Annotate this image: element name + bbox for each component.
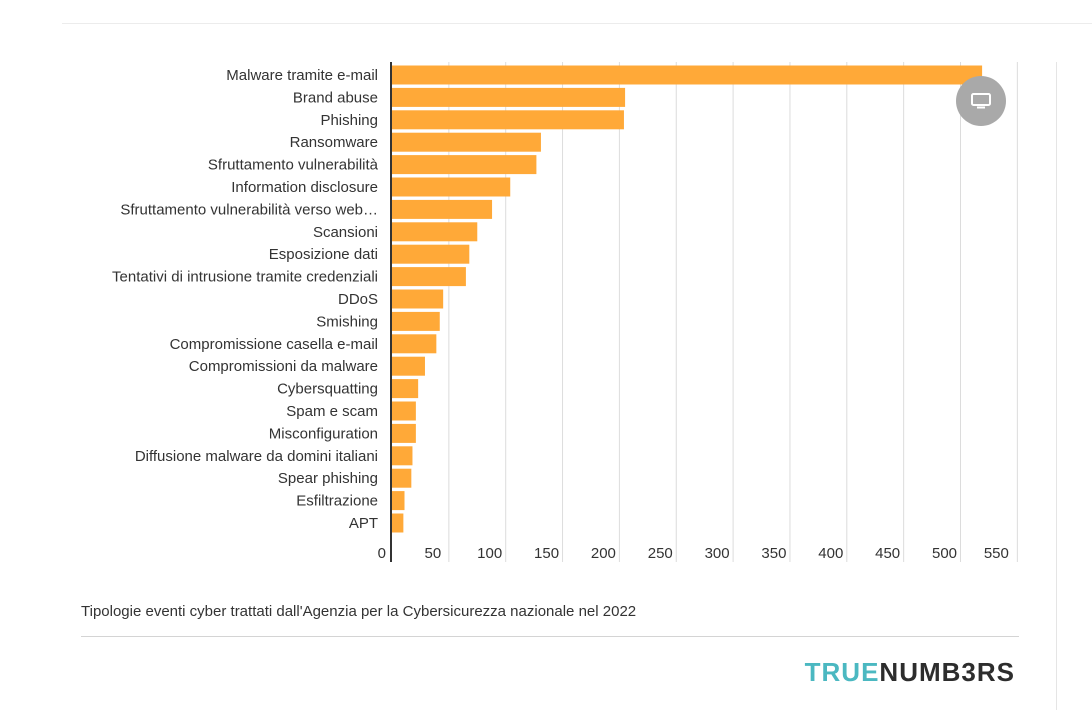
- right-divider: [1056, 62, 1057, 710]
- category-label: Information disclosure: [231, 179, 378, 196]
- category-label: Esfiltrazione: [296, 493, 378, 510]
- bar-chart: Malware tramite e-mail Brand abuse Phishin…: [112, 62, 1018, 562]
- category-label: Phishing: [320, 112, 378, 129]
- x-tick-label: 0: [378, 545, 386, 562]
- bar: [392, 513, 404, 533]
- caption-divider: [81, 636, 1019, 637]
- category-label: DDoS: [338, 291, 378, 308]
- bar: [392, 311, 440, 331]
- top-divider: [62, 23, 1092, 24]
- bar: [392, 87, 626, 107]
- bar: [392, 110, 624, 130]
- category-label: Ransomware: [290, 134, 378, 151]
- bar: [392, 468, 412, 488]
- bar: [392, 65, 983, 85]
- x-tick-label: 150: [534, 545, 559, 562]
- bar: [392, 356, 425, 376]
- category-label: Spam e scam: [286, 403, 378, 420]
- category-label: Misconfiguration: [269, 425, 378, 442]
- x-tick-label: 350: [761, 545, 786, 562]
- x-tick-label: 500: [932, 545, 957, 562]
- category-label: Scansioni: [313, 224, 378, 241]
- bar: [392, 401, 416, 421]
- x-tick-label: 200: [591, 545, 616, 562]
- category-label: Esposizione dati: [269, 246, 378, 263]
- x-tick-label: 250: [648, 545, 673, 562]
- bar: [392, 423, 416, 443]
- category-label: Spear phishing: [278, 470, 378, 487]
- bar: [392, 199, 493, 219]
- category-label: Sfruttamento vulnerabilità: [208, 157, 379, 174]
- chart-caption: Tipologie eventi cyber trattati dall'Age…: [81, 603, 637, 620]
- brand-logo-part1: TRUE: [804, 657, 880, 687]
- bar: [392, 244, 470, 264]
- monitor-icon: [971, 93, 991, 109]
- category-label: Cybersquatting: [277, 381, 378, 398]
- category-label: Sfruttamento vulnerabilità verso web…: [120, 201, 378, 218]
- category-label: Brand abuse: [293, 89, 378, 106]
- category-label: Compromissioni da malware: [189, 358, 378, 375]
- x-tick-label: 100: [477, 545, 502, 562]
- bar: [392, 334, 437, 354]
- bar: [392, 289, 444, 309]
- category-label: APT: [349, 515, 378, 532]
- category-label: Malware tramite e-mail: [226, 67, 378, 84]
- bar: [392, 155, 537, 175]
- bar: [392, 379, 419, 399]
- category-label: Smishing: [316, 313, 378, 330]
- bar: [392, 132, 541, 152]
- bar: [392, 491, 405, 511]
- category-label: Compromissione casella e-mail: [170, 336, 378, 353]
- category-label: Diffusione malware da domini italiani: [135, 448, 378, 465]
- bar: [392, 222, 478, 242]
- x-tick-label: 300: [705, 545, 730, 562]
- x-tick-label: 400: [818, 545, 843, 562]
- brand-logo-part2: NUMB3RS: [879, 657, 1015, 687]
- bar: [392, 267, 466, 287]
- bar: [392, 446, 413, 466]
- x-tick-label: 50: [425, 545, 442, 562]
- category-label: Tentativi di intrusione tramite credenzi…: [112, 269, 378, 286]
- bar: [392, 177, 511, 197]
- present-button[interactable]: [956, 76, 1006, 126]
- x-tick-label: 550: [984, 545, 1009, 562]
- brand-logo: TRUENUMB3RS: [805, 657, 1015, 688]
- x-tick-label: 450: [875, 545, 900, 562]
